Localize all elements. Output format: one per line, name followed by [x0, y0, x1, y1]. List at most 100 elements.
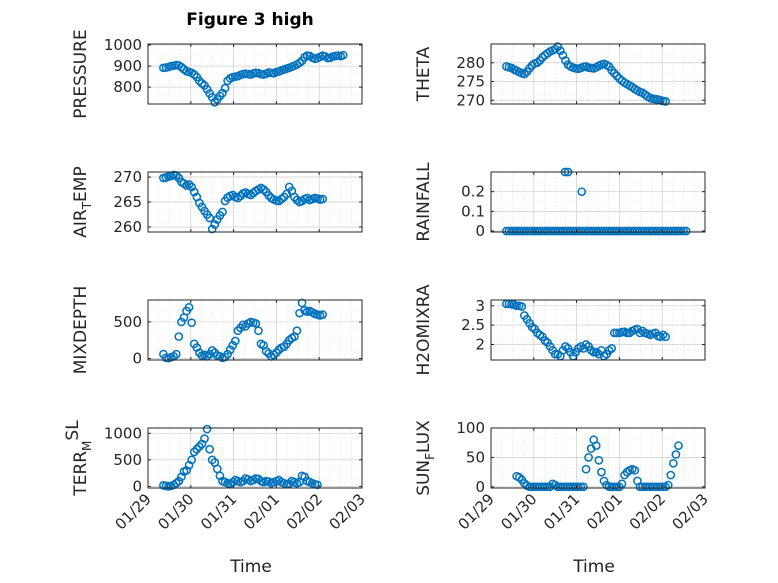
y-tick-label: 265	[113, 193, 142, 211]
subplot-pressure: 800 900 1000 PRESSURE	[71, 29, 363, 119]
data-point	[663, 480, 673, 490]
data-point	[300, 472, 309, 482]
axes-box	[147, 427, 363, 489]
data-point	[550, 44, 560, 54]
data-point	[656, 482, 665, 492]
data-point	[210, 220, 220, 229]
data-point	[514, 473, 524, 482]
y-tick-label: 0	[132, 477, 142, 495]
data-point	[184, 302, 194, 312]
data-point	[517, 302, 527, 311]
axes-box	[490, 43, 706, 105]
data-point	[228, 341, 238, 350]
x-tick-label: 02/01	[240, 490, 283, 533]
data-point	[555, 46, 565, 56]
data-point	[512, 301, 522, 311]
data-point	[195, 442, 204, 451]
data-point	[584, 453, 593, 462]
y-axis-label: THETA	[414, 46, 434, 102]
x-tick-label: 02/01	[583, 490, 626, 533]
data-point	[666, 470, 676, 480]
y-tick-label: 0	[475, 222, 485, 240]
data-point	[184, 180, 194, 189]
data-point	[205, 213, 214, 223]
y-tick-label: 900	[113, 57, 142, 75]
data-point	[261, 346, 271, 356]
subplot-sun_flux: 0 50 100 01/29 01/30 01/31 02/01 02/02 02/03 SUNF…	[414, 419, 712, 533]
data-point	[591, 441, 601, 450]
data-point	[676, 226, 686, 236]
x-tick-label: 01/31	[197, 490, 240, 533]
data-point	[195, 76, 204, 86]
x-axis-title-left: Time	[230, 557, 272, 577]
data-point	[622, 328, 632, 338]
data-point	[174, 332, 184, 341]
data-point	[202, 424, 212, 434]
data-point	[609, 482, 619, 492]
data-point	[254, 326, 263, 336]
data-point	[189, 187, 199, 197]
data-point	[269, 350, 279, 360]
data-point	[192, 444, 202, 454]
x-tick-label: 01/30	[497, 490, 540, 533]
y-axis-label: SUNFLUX	[414, 420, 437, 496]
data-point	[187, 318, 197, 328]
data-point	[297, 298, 307, 308]
x-tick-label: 02/02	[626, 490, 669, 533]
data-point	[681, 226, 691, 236]
axes-box	[147, 299, 363, 361]
data-point	[295, 58, 304, 68]
data-point	[577, 187, 587, 197]
subplot-h2omixra: 2 2.53 H2OMIXRA	[414, 284, 706, 376]
data-point	[218, 207, 227, 217]
data-point	[607, 344, 617, 353]
x-tick-label: 01/31	[540, 490, 583, 533]
y-axis-label: H2OMIXRA	[414, 284, 434, 375]
data-point	[612, 71, 622, 81]
data-point	[579, 482, 588, 492]
data-point	[200, 434, 209, 443]
y-tick-label: 0.1	[461, 202, 485, 220]
subplot-air_temp: 260 265 270 AIRTEMP	[71, 166, 363, 238]
figure-title: Figure 3 high	[186, 10, 314, 30]
data-point	[187, 455, 197, 465]
x-tick-label: 02/03	[326, 490, 369, 533]
data-point	[207, 346, 217, 355]
data-point	[581, 464, 591, 474]
data-point	[630, 466, 640, 475]
data-point	[171, 478, 181, 488]
data-point	[207, 455, 217, 465]
data-point	[674, 441, 683, 450]
data-point	[189, 70, 199, 79]
y-tick-label: 2	[475, 336, 485, 354]
y-tick-label: 1000	[104, 36, 142, 54]
data-point	[540, 482, 550, 492]
data-point	[189, 447, 199, 457]
data-point	[177, 317, 186, 327]
data-point	[594, 456, 604, 465]
data-point	[658, 482, 668, 492]
y-axis-label: TERRMSL	[63, 420, 94, 497]
data-point	[223, 349, 232, 359]
data-point	[617, 479, 627, 489]
x-tick-label: 01/30	[154, 490, 197, 533]
data-point	[597, 467, 606, 477]
data-point	[292, 326, 302, 336]
y-tick-label: 3	[475, 297, 485, 315]
data-point	[538, 53, 547, 62]
data-point	[318, 194, 327, 204]
y-axis-label: MIXDEPTH	[71, 286, 91, 375]
y-tick-label: 0.2	[461, 183, 485, 201]
axes-box	[490, 299, 706, 361]
y-tick-label: 260	[113, 218, 142, 236]
data-point	[615, 74, 624, 83]
y-tick-label: 1000	[104, 424, 142, 442]
y-tick-label: 0	[132, 350, 142, 368]
y-tick-label: 100	[456, 419, 485, 437]
data-point	[661, 332, 670, 342]
y-tick-label: 275	[456, 73, 485, 91]
subplot-terr_msl: 0 500 1000 01/29 01/30 01/31 02/01 02/02 02/03 TE…	[63, 420, 369, 534]
data-point	[205, 444, 214, 454]
data-point	[207, 224, 217, 234]
